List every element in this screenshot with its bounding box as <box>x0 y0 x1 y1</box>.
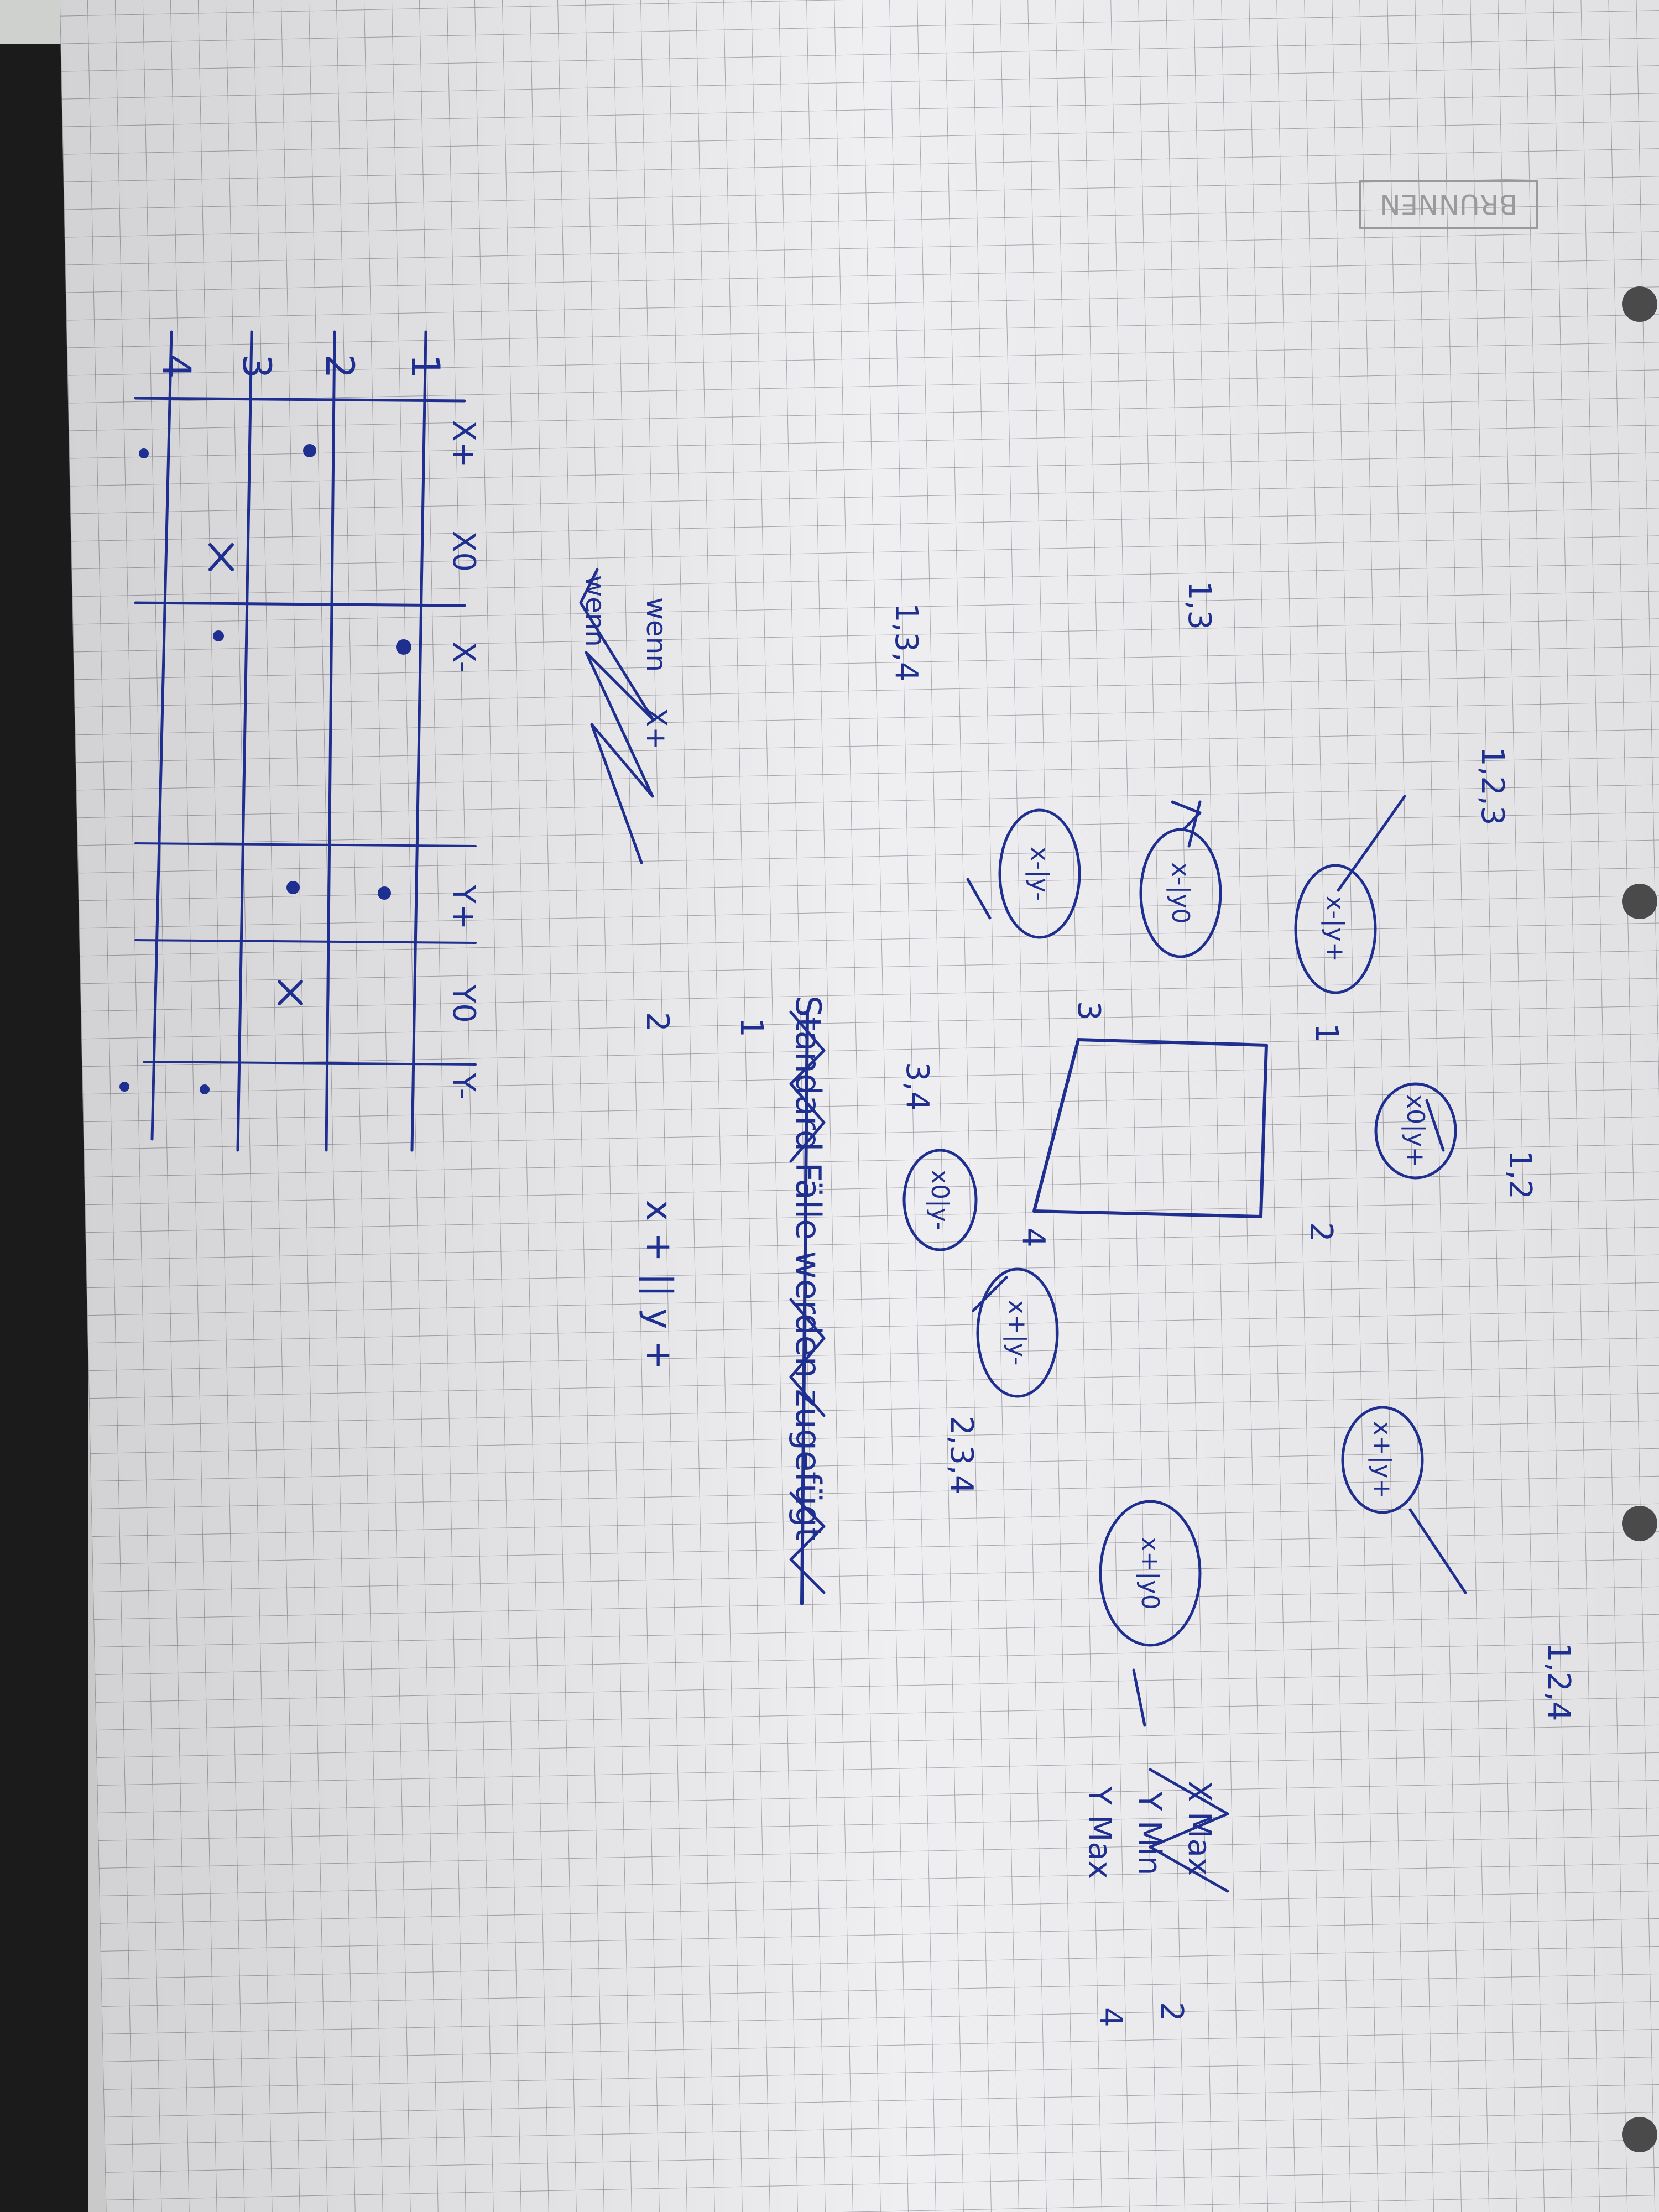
binder-holes <box>1622 286 1657 2152</box>
bubble-x0-y-plus: x0|y+ <box>1374 1082 1457 1180</box>
svg-text:x-|y0: x-|y0 <box>1166 863 1194 924</box>
note-1-3-4: 1,3,4 <box>888 603 924 682</box>
brunnen-logo: BRUNNEN <box>1359 180 1538 229</box>
note-xplus: X+ <box>640 708 672 750</box>
row-label-3: 3 <box>234 354 279 379</box>
note-wenn-1: wenn <box>640 597 672 672</box>
max-list-ymin: Y Min <box>1131 1791 1167 1875</box>
corner-label-2: 2 <box>1303 1222 1339 1242</box>
note-num-2: 2 <box>639 1012 675 1032</box>
row-label-2: 2 <box>317 354 362 379</box>
note-2-3-4: 2,3,4 <box>943 1416 979 1495</box>
scribble-strike <box>579 568 654 864</box>
bubble-x-plus-y-plus: x+|y+ <box>1341 1406 1424 1514</box>
bubble-x-plus-y-minus: x+|y- <box>976 1267 1059 1398</box>
svg-text:x0|y+: x0|y+ <box>1401 1094 1430 1167</box>
corner-square: 1 2 3 4 <box>1015 1001 1344 1248</box>
note-x-or-y: x + || y + <box>638 1200 679 1370</box>
svg-text:x+|y-: x+|y- <box>1003 1300 1031 1366</box>
max-list-strike <box>1149 1768 1229 1893</box>
table-marks <box>119 444 411 1094</box>
note-1-2-4: 1,2,4 <box>1541 1642 1577 1721</box>
max-number-2: 2 <box>1154 2002 1190 2022</box>
row-label-1: 1 <box>403 354 448 379</box>
col-header-yplus: Y+ <box>446 884 482 930</box>
hand-drawn-table: 1 2 3 4 X+ X0 X- Y+ Y0 Y- <box>119 330 482 1152</box>
col-header-xminus: X- <box>446 641 482 672</box>
svg-text:x+|y+: x+|y+ <box>1368 1421 1396 1499</box>
bubble-x0-y-minus: x0|y- <box>902 1149 978 1251</box>
bubble-x-minus-y-minus: x-|y- <box>998 808 1081 939</box>
grid-paper-sheet <box>59 0 1659 2212</box>
corner-label-3: 3 <box>1071 1001 1107 1021</box>
col-header-yminus: Y- <box>446 1072 482 1099</box>
max-list-xmax: X Max <box>1181 1781 1217 1876</box>
crossed-note: Standard Fälle werden zugefügt <box>788 995 828 1605</box>
table-cross-1 <box>208 543 234 571</box>
note-3-4: 3,4 <box>899 1062 935 1111</box>
note-1-2-3: 1,2,3 <box>1474 747 1510 826</box>
max-number-4: 4 <box>1093 2007 1129 2027</box>
svg-text:x+|y0: x+|y0 <box>1136 1537 1164 1610</box>
table-cross-2 <box>278 980 303 1005</box>
corner-label-1: 1 <box>1308 1023 1344 1043</box>
bubble-x-minus-y0: x-|y0 <box>1139 828 1222 958</box>
max-list-ymax: Y Max <box>1082 1786 1118 1879</box>
row-label-4: 4 <box>154 354 199 379</box>
max-min-list: X Max Y Min Y Max 2 4 <box>1082 1768 1229 2027</box>
col-header-x0: X0 <box>446 531 482 572</box>
note-num-1: 1 <box>733 1018 769 1037</box>
col-header-y0: Y0 <box>446 984 482 1023</box>
col-header-xplus: X+ <box>446 420 482 467</box>
svg-text:x0|y-: x0|y- <box>926 1170 954 1230</box>
svg-text:x-|y+: x-|y+ <box>1321 896 1349 962</box>
note-1-2: 1,2 <box>1502 1150 1538 1199</box>
arrows <box>966 795 1467 1727</box>
corner-label-4: 4 <box>1015 1228 1051 1248</box>
brand-logo-text: BRUNNEN <box>1380 188 1517 220</box>
bubble-x-minus-y-plus: x-|y+ <box>1294 864 1377 994</box>
wenn-notes: wenn wenn X+ 1 2 x + || y + <box>579 568 769 1370</box>
bubble-x-plus-y0: x+|y0 <box>1099 1500 1202 1647</box>
svg-text:x-|y-: x-|y- <box>1025 847 1053 901</box>
note-1-3: 1,3 <box>1181 581 1217 630</box>
